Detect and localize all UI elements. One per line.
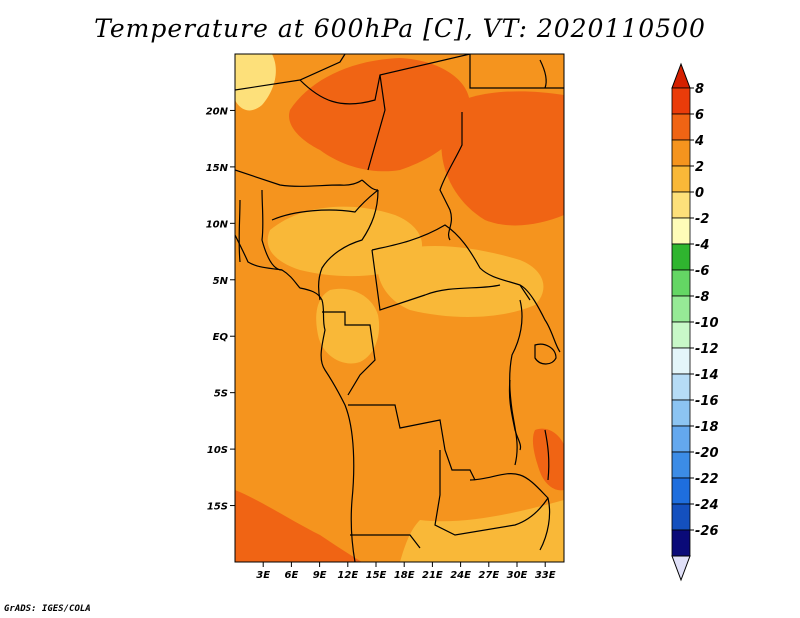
border-algeria-libya [235, 54, 346, 91]
lon-tick-label: 30E [507, 570, 528, 581]
colorbar-label: -24 [695, 498, 719, 513]
lake-malawi [544, 429, 550, 481]
lon-tick-label: 24E [450, 570, 471, 581]
lake-tanganyika [508, 379, 522, 451]
colorbar-swatch [671, 477, 691, 505]
lat-tick-label: 10N [206, 219, 229, 230]
colorbar-swatch [671, 269, 691, 297]
country-borders [235, 54, 564, 562]
lat-tick-label: 5S [214, 389, 228, 400]
colorbar-swatch [671, 217, 691, 245]
lon-tick-label: 27E [478, 570, 499, 581]
lat-tick-label: 20N [206, 106, 229, 117]
border-nigeria-niger [271, 189, 379, 221]
colorbar-label: -20 [695, 446, 719, 461]
colorbar-label: -2 [695, 212, 709, 227]
colorbar-swatch [671, 321, 691, 349]
nile-region-lines [539, 59, 547, 89]
colorbar-swatch [671, 191, 691, 219]
field-region-4-6 [235, 490, 362, 562]
field-region-2-4 [316, 288, 380, 364]
lon-tick-label: 3E [256, 570, 270, 581]
border-congo-gabon [322, 311, 376, 396]
lon-tick-label: 18E [394, 570, 415, 581]
border-chad-sudan [439, 112, 463, 241]
colorbar-label: -6 [695, 264, 709, 279]
border-east-africa [519, 284, 561, 353]
colorbar-swatch [671, 243, 691, 271]
border-mali-niger [235, 169, 363, 187]
colorbar-label: -14 [695, 368, 719, 383]
colorbar-label: 4 [694, 134, 704, 149]
border-namibia [350, 534, 421, 549]
colorbar-swatch [671, 503, 691, 531]
lat-tick-label: 15S [207, 502, 228, 513]
colorbar-label: 8 [695, 82, 704, 97]
colorbar-swatch [671, 529, 691, 557]
field-region-2-4 [377, 245, 544, 317]
border-angola-zambia [434, 450, 549, 536]
border-nigeria-north [261, 189, 283, 271]
colorbar: 8 6 4 2 0 -2 -4 -6 -8 -10 -12 -14 -16 -18 -20 -22 -24 -26 [671, 62, 719, 582]
temperature-field [235, 54, 564, 562]
border-egypt-sudan [469, 54, 564, 89]
colorbar-label: -4 [695, 238, 709, 253]
lake-chad [361, 179, 379, 191]
colorbar-label: -26 [695, 524, 719, 539]
border-drc-angola [348, 404, 476, 481]
lat-tick-label: 15N [206, 163, 229, 174]
lon-tick-label: 12E [337, 570, 358, 581]
colorbar-swatch [671, 399, 691, 427]
lon-tick-label: 6E [285, 570, 299, 581]
colorbar-swatch [671, 347, 691, 375]
colorbar-swatch [671, 295, 691, 323]
grads-credit: GrADS: IGES/COLA [4, 604, 91, 614]
map-frame [234, 53, 565, 563]
border-niger-north [299, 54, 471, 105]
colorbar-label: 6 [695, 108, 704, 123]
longitude-axis: 3E 6E 9E 12E 15E 18E 21E 24E 27E 30E 33E [256, 562, 556, 581]
border-burkina-ghana [238, 199, 241, 263]
border-car-south [371, 249, 501, 311]
lon-tick-label: 33E [535, 570, 556, 581]
colorbar-swatch [671, 373, 691, 401]
colorbar-swatch [671, 425, 691, 453]
latitude-axis: 20N 15N 10N 5N EQ 5S 10S 15S [206, 106, 235, 513]
field-region-0-2 [235, 54, 276, 111]
border-cameroon [318, 189, 379, 301]
border-libya-chad [367, 74, 386, 171]
lat-tick-label: 5N [213, 276, 229, 287]
field-region-4-6 [289, 58, 470, 172]
lon-tick-label: 15E [366, 570, 387, 581]
colorbar-bottom-arrow [671, 555, 691, 582]
colorbar-label: -18 [695, 420, 719, 435]
lat-tick-label: EQ [213, 332, 229, 343]
colorbar-swatch [671, 87, 691, 115]
colorbar-swatch [671, 451, 691, 479]
lon-tick-label: 21E [422, 570, 443, 581]
colorbar-label: -8 [695, 290, 709, 305]
border-zambia-east [469, 473, 551, 551]
field-region-4-6 [440, 91, 564, 226]
colorbar-label: -10 [695, 316, 719, 331]
coastline-west-africa [235, 234, 356, 562]
colorbar-swatch [671, 139, 691, 167]
lat-tick-label: 10S [207, 445, 228, 456]
lon-tick-label: 9E [313, 570, 327, 581]
colorbar-label: 0 [695, 186, 704, 201]
map-title: Temperature at 600hPa [C], VT: 202011050… [94, 14, 706, 43]
colorbar-top-arrow [671, 62, 691, 89]
colorbar-label: -16 [695, 394, 719, 409]
colorbar-swatch [671, 165, 691, 193]
lake-victoria [534, 343, 557, 365]
colorbar-label: -22 [695, 472, 719, 487]
colorbar-swatch [671, 113, 691, 141]
colorbar-label: 2 [695, 160, 704, 175]
border-car [371, 224, 531, 301]
colorbar-label: -12 [695, 342, 719, 357]
